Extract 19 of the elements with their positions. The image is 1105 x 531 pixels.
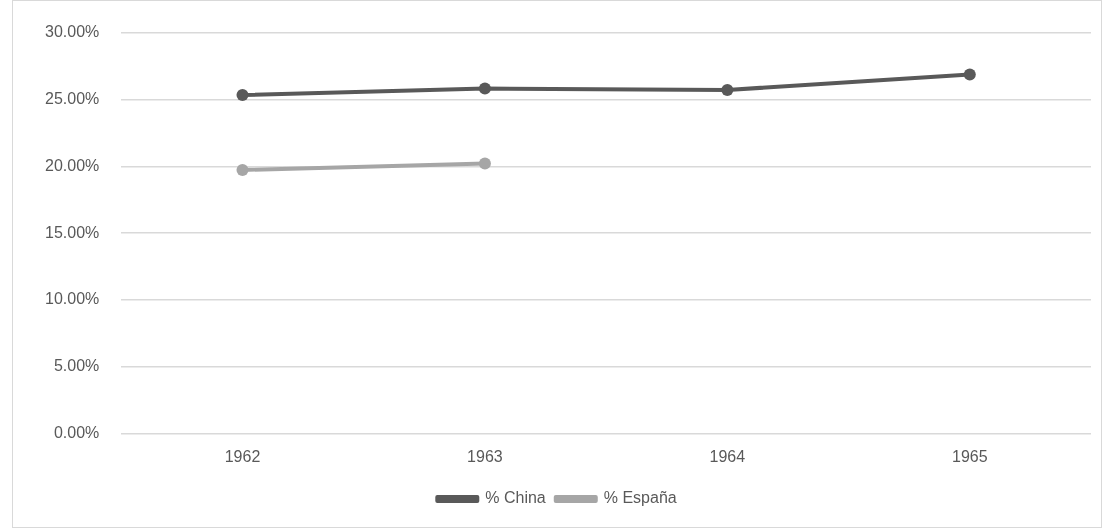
y-tick-label: 0.00%	[53, 424, 100, 442]
y-tick-label: 20.00%	[45, 156, 100, 174]
point	[478, 82, 491, 95]
legend-label: % China	[485, 489, 546, 507]
x-tick-label: 1963	[467, 447, 503, 465]
point	[478, 157, 491, 170]
y-tick-label: 25.00%	[45, 89, 100, 107]
x-tick-label: 1965	[951, 447, 988, 465]
point	[236, 163, 249, 176]
y-tick-label: 5.00%	[53, 357, 100, 375]
point	[963, 68, 976, 81]
x-tick-label: 1962	[224, 447, 261, 465]
y-tick-label: 15.00%	[45, 223, 100, 241]
y-tick-label: 30.00%	[45, 23, 100, 41]
legend-label: % España	[603, 489, 677, 507]
point	[236, 89, 249, 102]
x-tick-label: 1964	[709, 447, 746, 465]
point	[721, 83, 734, 96]
y-tick-label: 10.00%	[45, 290, 100, 308]
